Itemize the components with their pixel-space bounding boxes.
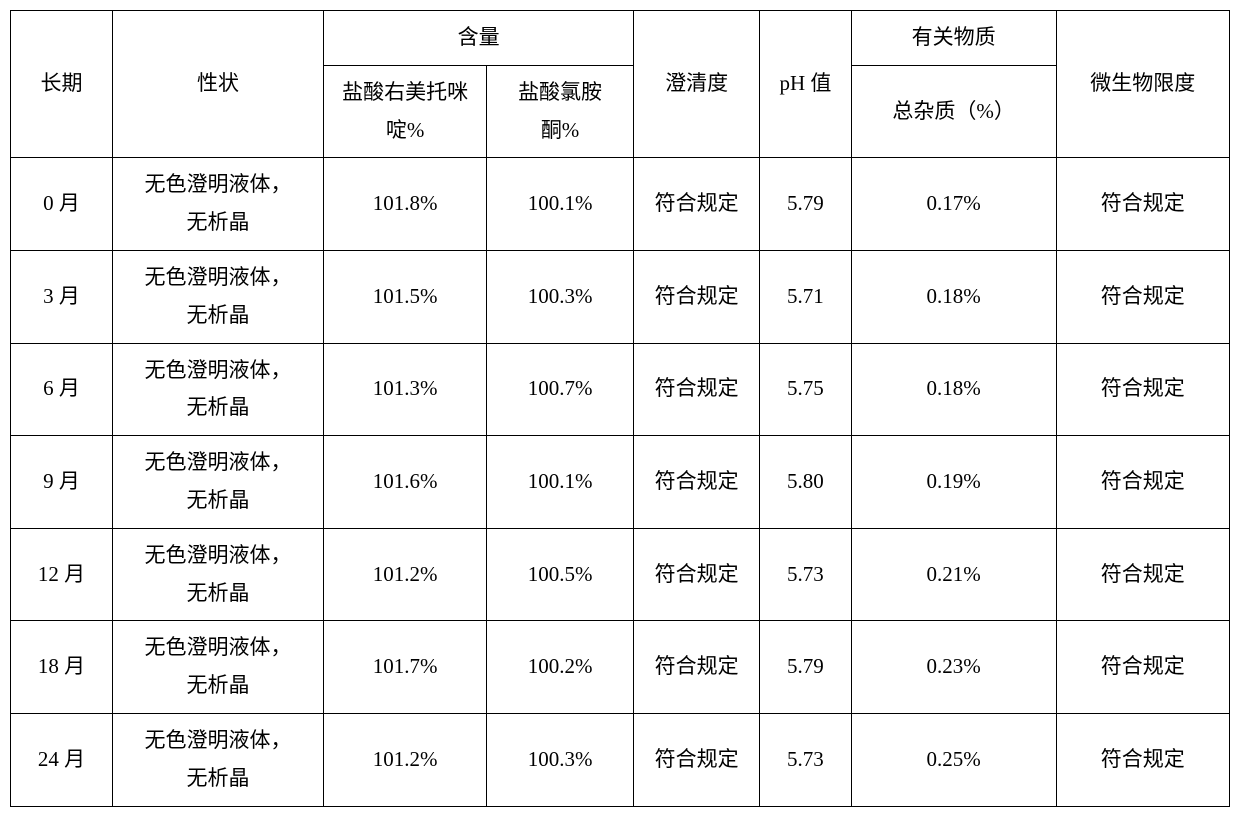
cell-clarity: 符合规定 [634,713,760,806]
cell-property-line2: 无析晶 [117,482,319,520]
table-row: 18 月无色澄明液体，无析晶101.7%100.2%符合规定5.790.23%符… [11,621,1230,714]
cell-property-line1: 无色澄明液体， [117,722,319,760]
header-longterm: 长期 [11,11,113,158]
cell-content1: 101.8% [324,158,487,251]
header-related-group: 有关物质 [851,11,1056,66]
cell-microbial: 符合规定 [1056,250,1229,343]
cell-property-line2: 无析晶 [117,575,319,613]
cell-month: 9 月 [11,436,113,529]
cell-content2: 100.3% [487,250,634,343]
cell-clarity: 符合规定 [634,158,760,251]
cell-property-line2: 无析晶 [117,760,319,798]
header-microbial: 微生物限度 [1056,11,1229,158]
cell-microbial: 符合规定 [1056,621,1229,714]
cell-month: 24 月 [11,713,113,806]
header-property: 性状 [112,11,323,158]
cell-ph: 5.79 [760,621,851,714]
cell-property: 无色澄明液体，无析晶 [112,528,323,621]
cell-impurity: 0.18% [851,343,1056,436]
cell-impurity: 0.18% [851,250,1056,343]
cell-clarity: 符合规定 [634,528,760,621]
cell-property: 无色澄明液体，无析晶 [112,343,323,436]
cell-month: 0 月 [11,158,113,251]
cell-property-line1: 无色澄明液体， [117,444,319,482]
cell-ph: 5.79 [760,158,851,251]
cell-content1: 101.2% [324,713,487,806]
cell-ph: 5.73 [760,528,851,621]
cell-microbial: 符合规定 [1056,528,1229,621]
cell-content2: 100.2% [487,621,634,714]
cell-month: 12 月 [11,528,113,621]
cell-microbial: 符合规定 [1056,713,1229,806]
cell-property: 无色澄明液体，无析晶 [112,250,323,343]
header-content-sub2-line2: 酮% [491,112,629,150]
cell-property: 无色澄明液体，无析晶 [112,436,323,529]
header-content-group: 含量 [324,11,634,66]
cell-content2: 100.3% [487,713,634,806]
cell-impurity: 0.19% [851,436,1056,529]
cell-clarity: 符合规定 [634,250,760,343]
header-content-sub1-line2: 啶% [328,112,482,150]
header-clarity: 澄清度 [634,11,760,158]
cell-impurity: 0.21% [851,528,1056,621]
cell-month: 3 月 [11,250,113,343]
table-body: 0 月无色澄明液体，无析晶101.8%100.1%符合规定5.790.17%符合… [11,158,1230,806]
header-content-sub2-line1: 盐酸氯胺 [491,74,629,112]
cell-property-line1: 无色澄明液体， [117,259,319,297]
table-row: 0 月无色澄明液体，无析晶101.8%100.1%符合规定5.790.17%符合… [11,158,1230,251]
cell-property-line1: 无色澄明液体， [117,537,319,575]
cell-property-line1: 无色澄明液体， [117,352,319,390]
cell-content1: 101.5% [324,250,487,343]
cell-property-line2: 无析晶 [117,667,319,705]
cell-content2: 100.5% [487,528,634,621]
cell-content1: 101.3% [324,343,487,436]
cell-ph: 5.71 [760,250,851,343]
header-ph: pH 值 [760,11,851,158]
cell-property-line1: 无色澄明液体， [117,629,319,667]
cell-impurity: 0.17% [851,158,1056,251]
cell-property: 无色澄明液体，无析晶 [112,621,323,714]
table-header: 长期 性状 含量 澄清度 pH 值 有关物质 微生物限度 盐酸右美托咪 啶% 盐… [11,11,1230,158]
cell-ph: 5.73 [760,713,851,806]
table-row: 3 月无色澄明液体，无析晶101.5%100.3%符合规定5.710.18%符合… [11,250,1230,343]
cell-ph: 5.75 [760,343,851,436]
header-content-sub1-line1: 盐酸右美托咪 [328,74,482,112]
cell-microbial: 符合规定 [1056,158,1229,251]
table-row: 6 月无色澄明液体，无析晶101.3%100.7%符合规定5.750.18%符合… [11,343,1230,436]
cell-content1: 101.2% [324,528,487,621]
header-impurity: 总杂质（%） [851,65,1056,158]
cell-property: 无色澄明液体，无析晶 [112,713,323,806]
cell-content1: 101.7% [324,621,487,714]
cell-microbial: 符合规定 [1056,343,1229,436]
header-content-sub1: 盐酸右美托咪 啶% [324,65,487,158]
cell-content2: 100.7% [487,343,634,436]
cell-content1: 101.6% [324,436,487,529]
cell-property-line1: 无色澄明液体， [117,166,319,204]
cell-clarity: 符合规定 [634,436,760,529]
cell-property-line2: 无析晶 [117,204,319,242]
header-content-sub2: 盐酸氯胺 酮% [487,65,634,158]
cell-clarity: 符合规定 [634,343,760,436]
cell-ph: 5.80 [760,436,851,529]
table-row: 9 月无色澄明液体，无析晶101.6%100.1%符合规定5.800.19%符合… [11,436,1230,529]
cell-content2: 100.1% [487,158,634,251]
cell-property: 无色澄明液体，无析晶 [112,158,323,251]
cell-property-line2: 无析晶 [117,389,319,427]
cell-content2: 100.1% [487,436,634,529]
stability-data-table: 长期 性状 含量 澄清度 pH 值 有关物质 微生物限度 盐酸右美托咪 啶% 盐… [10,10,1230,807]
cell-impurity: 0.23% [851,621,1056,714]
cell-month: 18 月 [11,621,113,714]
cell-month: 6 月 [11,343,113,436]
cell-microbial: 符合规定 [1056,436,1229,529]
cell-clarity: 符合规定 [634,621,760,714]
cell-impurity: 0.25% [851,713,1056,806]
table-row: 24 月无色澄明液体，无析晶101.2%100.3%符合规定5.730.25%符… [11,713,1230,806]
table-row: 12 月无色澄明液体，无析晶101.2%100.5%符合规定5.730.21%符… [11,528,1230,621]
cell-property-line2: 无析晶 [117,297,319,335]
